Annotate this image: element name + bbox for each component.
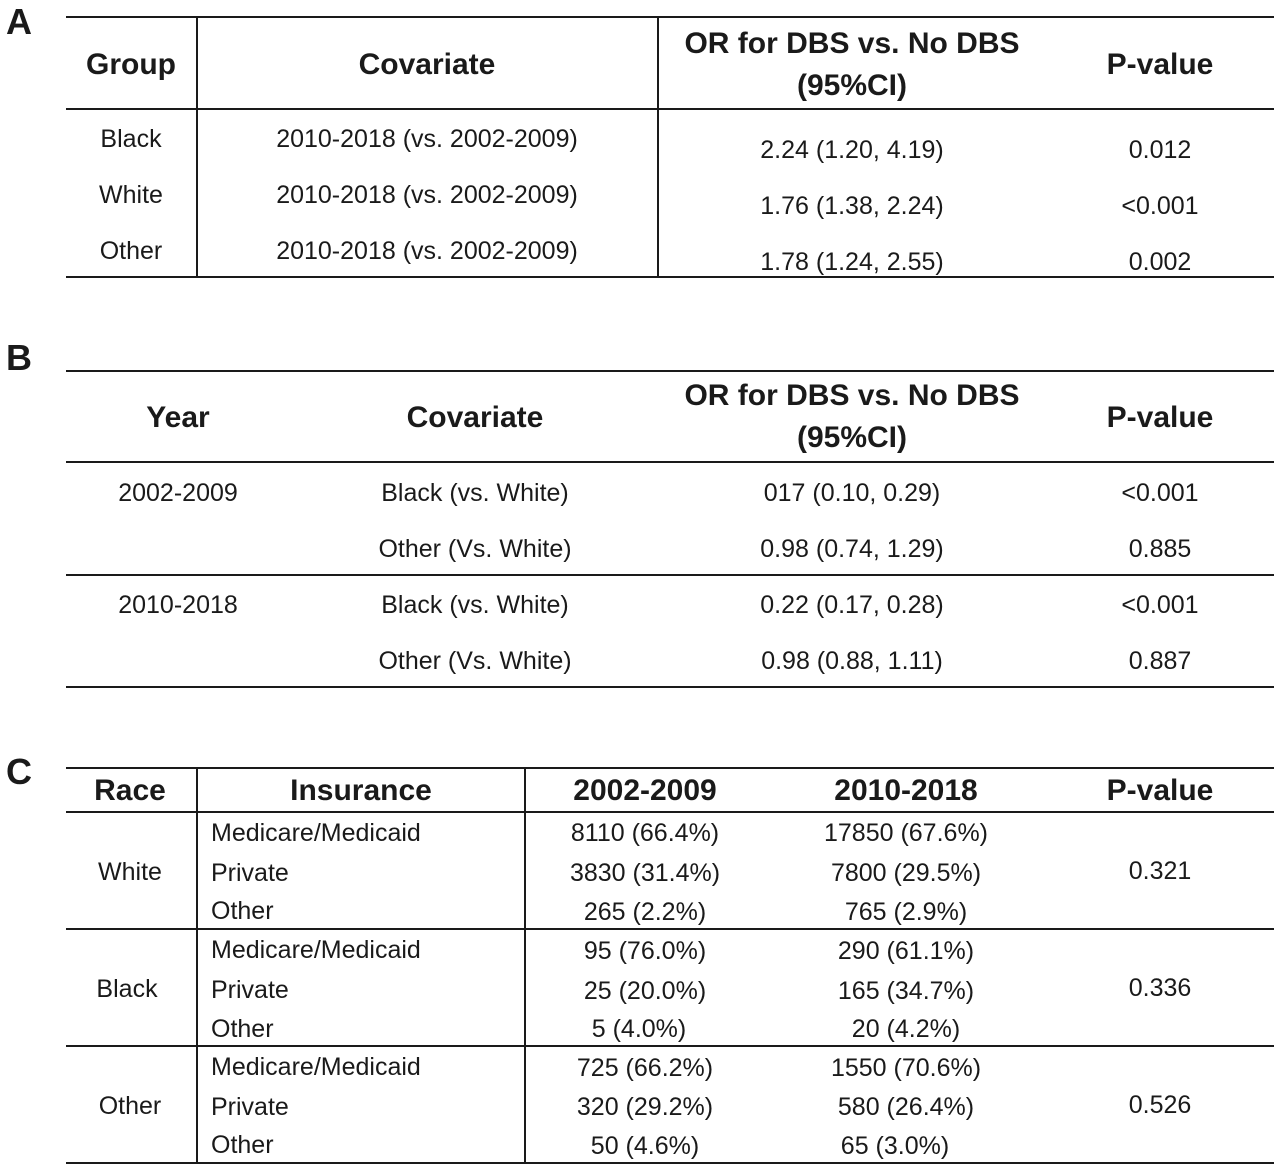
- cell-p-value: 0.526: [1128, 1091, 1192, 1119]
- cell-or: 0.98 (0.88, 1.11): [761, 647, 943, 675]
- header-period-2010-2018: 2010-2018: [834, 774, 978, 807]
- cell-or: 2.24 (1.20, 4.19): [760, 136, 944, 164]
- cell-p-value: 0.002: [1128, 248, 1192, 276]
- cell-count: 580 (26.4%): [837, 1093, 975, 1121]
- cell-or: 017 (0.10, 0.29): [763, 479, 941, 507]
- header-p-value: P-value: [1106, 48, 1214, 81]
- cell-or: 0.22 (0.17, 0.28): [760, 591, 944, 619]
- cell-race: Other: [98, 1092, 162, 1120]
- cell-p-value: <0.001: [1121, 479, 1199, 507]
- cell-count: 1550 (70.6%): [830, 1054, 982, 1082]
- cell-count: 7800 (29.5%): [830, 859, 982, 887]
- cell-count: 765 (2.9%): [844, 898, 968, 926]
- column-divider: [196, 767, 198, 1164]
- cell-covariate: 2010-2018 (vs. 2002-2009): [276, 181, 578, 209]
- cell-p-value: 0.012: [1128, 136, 1192, 164]
- cell-count: 65 (3.0%): [840, 1132, 950, 1160]
- cell-insurance: Other: [211, 897, 274, 925]
- cell-count: 50 (4.6%): [590, 1132, 700, 1160]
- rule-group: [66, 928, 1274, 930]
- cell-insurance: Medicare/Medicaid: [211, 936, 421, 964]
- cell-count: 725 (66.2%): [576, 1054, 714, 1082]
- cell-insurance: Private: [211, 859, 289, 887]
- header-or-line1: OR for DBS vs. No DBS: [684, 379, 1020, 412]
- rule-top: [66, 767, 1274, 769]
- cell-count: 17850 (67.6%): [823, 819, 989, 847]
- header-p-value: P-value: [1106, 774, 1214, 807]
- rule-top: [66, 16, 1274, 18]
- column-divider: [524, 767, 526, 1164]
- cell-covariate: 2010-2018 (vs. 2002-2009): [276, 237, 578, 265]
- cell-p-value: 0.321: [1128, 857, 1192, 885]
- cell-or: 1.76 (1.38, 2.24): [760, 192, 944, 220]
- cell-count: 8110 (66.4%): [570, 819, 720, 847]
- cell-year: 2002-2009: [118, 479, 238, 507]
- rule-header: [66, 108, 1274, 110]
- cell-count: 5 (4.0%): [591, 1015, 687, 1043]
- header-or-line2: (95%CI): [796, 69, 908, 102]
- panel-label: C: [6, 751, 32, 792]
- header-or-line2: (95%CI): [796, 421, 908, 454]
- cell-or: 1.78 (1.24, 2.55): [760, 248, 944, 276]
- header-p-value: P-value: [1106, 401, 1214, 434]
- cell-count: 320 (29.2%): [576, 1093, 714, 1121]
- cell-count: 165 (34.7%): [837, 977, 975, 1005]
- cell-insurance: Other: [211, 1131, 274, 1159]
- cell-count: 25 (20.0%): [583, 977, 707, 1005]
- column-divider: [657, 16, 659, 278]
- header-year: Year: [146, 401, 210, 434]
- cell-insurance: Medicare/Medicaid: [211, 819, 421, 847]
- cell-covariate: Other (Vs. White): [378, 535, 572, 563]
- cell-group: White: [99, 181, 163, 209]
- cell-p-value: <0.001: [1121, 192, 1199, 220]
- cell-covariate: Black (vs. White): [381, 591, 569, 619]
- rule-bottom: [66, 1162, 1274, 1164]
- cell-insurance: Private: [211, 1093, 289, 1121]
- header-or-line1: OR for DBS vs. No DBS: [684, 27, 1020, 60]
- cell-covariate: Other (Vs. White): [378, 647, 572, 675]
- rule-group: [66, 574, 1274, 576]
- cell-group: Other: [99, 237, 163, 265]
- cell-count: 290 (61.1%): [837, 937, 975, 965]
- column-divider: [196, 16, 198, 278]
- rule-top: [66, 370, 1274, 372]
- header-group: Group: [86, 48, 176, 81]
- cell-group: Black: [100, 125, 162, 153]
- header-race: Race: [94, 774, 166, 807]
- cell-insurance: Private: [211, 976, 289, 1004]
- header-period-2002-2009: 2002-2009: [573, 774, 717, 807]
- cell-count: 20 (4.2%): [851, 1015, 961, 1043]
- rule-bottom: [66, 276, 1274, 278]
- cell-count: 95 (76.0%): [583, 937, 707, 965]
- header-insurance: Insurance: [290, 774, 432, 807]
- cell-insurance: Medicare/Medicaid: [211, 1053, 421, 1081]
- cell-p-value: 0.887: [1128, 647, 1192, 675]
- cell-insurance: Other: [211, 1015, 274, 1043]
- panel-label: A: [6, 1, 32, 42]
- cell-p-value: 0.885: [1128, 535, 1192, 563]
- cell-race: White: [98, 858, 162, 886]
- rule-header: [66, 811, 1274, 813]
- panel-label: B: [6, 337, 32, 378]
- cell-p-value: <0.001: [1121, 591, 1199, 619]
- cell-or: 0.98 (0.74, 1.29): [760, 535, 944, 563]
- cell-covariate: Black (vs. White): [381, 479, 569, 507]
- rule-header: [66, 461, 1274, 463]
- rule-group: [66, 1045, 1274, 1047]
- cell-year: 2010-2018: [118, 591, 238, 619]
- cell-p-value: 0.336: [1128, 974, 1192, 1002]
- cell-covariate: 2010-2018 (vs. 2002-2009): [276, 125, 578, 153]
- cell-count: 265 (2.2%): [583, 898, 707, 926]
- cell-race: Black: [96, 975, 158, 1003]
- cell-count: 3830 (31.4%): [569, 859, 721, 887]
- rule-bottom: [66, 686, 1274, 688]
- header-covariate: Covariate: [358, 48, 496, 81]
- header-covariate: Covariate: [406, 401, 544, 434]
